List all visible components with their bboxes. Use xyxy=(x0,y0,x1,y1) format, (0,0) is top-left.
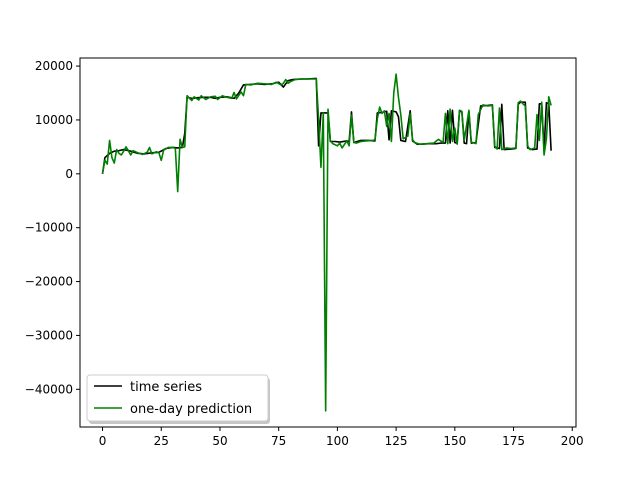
x-tick-label: 50 xyxy=(212,434,227,448)
x-tick-label: 75 xyxy=(271,434,286,448)
legend-box xyxy=(86,374,269,422)
x-tick-label: 175 xyxy=(502,434,525,448)
x-tick-label: 125 xyxy=(385,434,408,448)
y-axis-ticks: −40000 −30000 −20000 −10000 0 10000 20000 xyxy=(25,59,80,396)
plot-area: 0 25 50 75 100 125 150 175 200 −40000 −30000 −2000… xyxy=(25,57,584,448)
y-tick-label: 20000 xyxy=(35,59,73,73)
y-tick-label: −40000 xyxy=(25,382,73,396)
x-tick-label: 0 xyxy=(99,434,107,448)
series-line-1 xyxy=(101,73,552,412)
x-tick-label: 100 xyxy=(326,434,349,448)
y-tick-label: −30000 xyxy=(25,328,73,342)
y-tick-label: −20000 xyxy=(25,275,73,289)
legend: time series one-day prediction xyxy=(86,374,270,424)
x-axis-ticks: 0 25 50 75 100 125 150 175 200 xyxy=(99,427,584,448)
x-tick-label: 150 xyxy=(443,434,466,448)
legend-label-1: one-day prediction xyxy=(130,402,252,417)
y-tick-label: 10000 xyxy=(35,113,73,127)
y-tick-label: −10000 xyxy=(25,221,73,235)
x-tick-label: 200 xyxy=(561,434,584,448)
legend-items: time series one-day prediction xyxy=(94,380,252,417)
legend-label-0: time series xyxy=(130,380,202,395)
y-tick-label: 0 xyxy=(65,167,73,181)
x-tick-label: 25 xyxy=(154,434,169,448)
series-layer xyxy=(101,73,552,412)
